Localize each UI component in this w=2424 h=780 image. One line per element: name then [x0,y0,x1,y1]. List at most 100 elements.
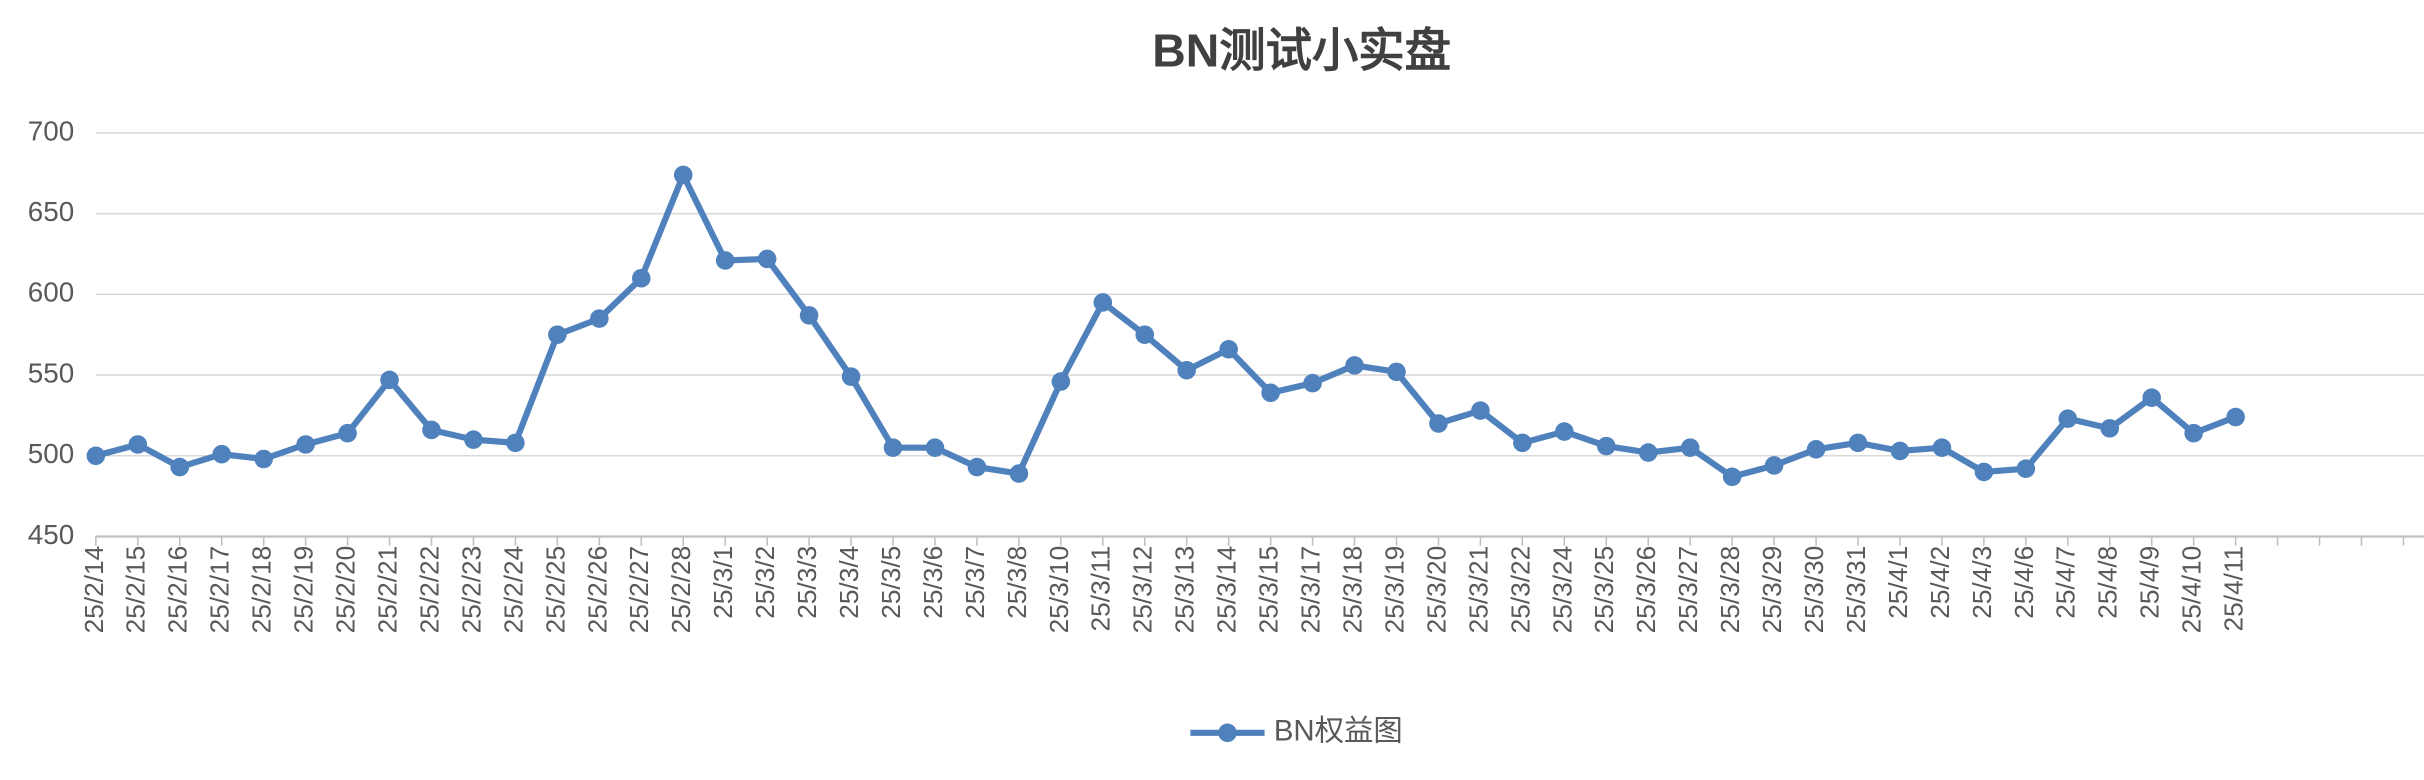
x-tick-label: 25/2/25 [540,546,570,634]
point [212,444,231,464]
x-tick-label: 25/3/18 [1337,546,1367,634]
x-tick-label: 25/4/2 [1925,546,1955,619]
x-tick-label: 25/2/16 [163,546,193,634]
point [1051,372,1071,391]
x-tick-label: 25/2/15 [121,546,151,634]
point [799,306,819,325]
x-tick-label: 25/2/26 [582,546,612,634]
x-tick-label: 25/3/27 [1673,546,1703,634]
point [1261,383,1280,403]
point [925,438,945,457]
point [464,430,483,449]
x-tick-label: 25/2/28 [666,546,696,634]
x-tick-label: 25/3/4 [834,546,864,619]
x-tick-label: 25/2/17 [205,546,235,634]
x-tick-label: 25/3/5 [876,546,906,619]
chart-title: BN测试小实盘 [1152,24,1451,76]
x-tick-label: 25/2/24 [498,546,528,634]
point [2016,459,2036,478]
x-tick-label: 25/2/18 [247,546,277,634]
x-tick-label: 25/3/7 [960,546,990,619]
y-tick-label: 600 [28,277,74,308]
point [1009,464,1029,483]
x-tick-label: 25/4/1 [1883,546,1913,619]
point [1596,436,1616,456]
x-tick-label: 25/3/13 [1170,546,1200,634]
x-tick-label: 25/3/11 [1086,546,1116,632]
point [1093,293,1113,312]
y-tick-label: 550 [28,357,74,388]
point [1471,401,1490,420]
legend-marker [1218,723,1237,743]
x-tick-label: 25/3/19 [1379,546,1409,634]
x-tick-label: 25/3/31 [1841,546,1871,634]
x-tick-label: 25/4/8 [2093,546,2123,619]
point [380,370,399,390]
x-tick-label: 25/3/17 [1296,546,1326,634]
x-tick-label: 25/4/10 [2177,546,2207,634]
point [1219,339,1238,359]
point [590,309,609,328]
point [2058,409,2078,428]
x-tick-label: 25/4/3 [1967,546,1997,619]
x-tick-label: 25/4/6 [2009,546,2039,619]
x-tick-label: 25/3/12 [1128,546,1158,634]
point [673,165,693,185]
point [1303,373,1322,393]
point [1722,467,1742,487]
x-tick-label: 25/3/15 [1254,546,1284,634]
x-tick-label: 25/2/14 [79,546,109,634]
point [1974,462,1994,482]
point [883,438,903,457]
x-tick-label: 25/3/3 [792,546,822,619]
x-tick-label: 25/3/1 [708,546,738,619]
y-tick-label: 500 [28,438,74,469]
x-tick-label: 25/3/30 [1799,546,1829,634]
x-tick-label: 25/3/10 [1044,546,1074,634]
series-line [95,171,2237,480]
x-tick-label: 25/2/19 [289,546,319,634]
x-tick-label: 25/4/11 [2219,546,2249,632]
x-tick-label: 25/3/8 [1002,546,1032,619]
x-tick-label: 25/4/9 [2135,546,2165,619]
point [2226,407,2245,427]
point [2100,419,2120,438]
point [422,420,441,440]
point [1429,414,1448,433]
point [2184,423,2203,443]
point [1638,443,1658,462]
x-tick-label: 25/2/21 [372,546,402,634]
y-tick-label: 700 [28,115,74,146]
point [506,433,525,453]
point [1345,356,1364,375]
x-tick-label: 25/3/2 [750,546,780,619]
point [757,249,777,269]
legend-label: BN权益图 [1274,715,1403,748]
point [841,367,861,386]
point [632,268,651,288]
point [548,325,567,345]
point [1387,362,1406,382]
point [1680,438,1700,457]
point [170,457,190,477]
x-tick-label: 25/3/14 [1212,546,1242,634]
point [1177,360,1196,380]
point [1764,456,1784,475]
x-tick-label: 25/4/7 [2051,546,2081,619]
point [715,251,735,270]
point [967,457,987,477]
point [1932,438,1952,457]
point [1555,422,1574,441]
point [1848,433,1868,453]
point [1806,440,1826,459]
x-tick-label: 25/3/20 [1421,546,1451,634]
x-tick-label: 25/3/21 [1463,546,1493,634]
x-tick-label: 25/3/26 [1631,546,1661,634]
point [296,435,315,454]
point [254,449,273,469]
point [86,446,106,466]
point [128,435,148,454]
point [2142,388,2161,407]
y-tick-label: 450 [28,519,74,550]
